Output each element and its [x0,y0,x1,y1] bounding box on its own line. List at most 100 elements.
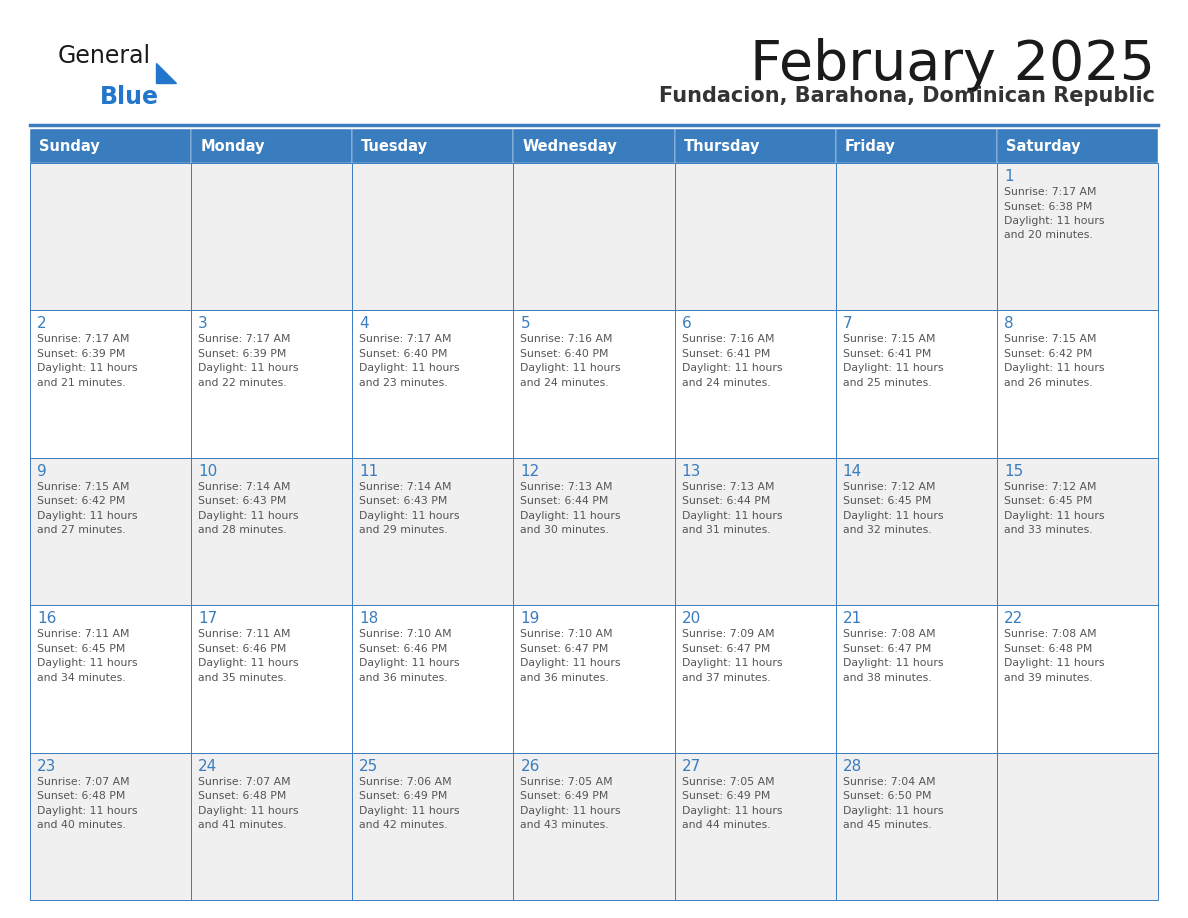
Text: 12: 12 [520,464,539,479]
Bar [675,163,835,310]
Bar [835,605,997,753]
Text: 14: 14 [842,464,862,479]
Text: and 23 minutes.: and 23 minutes. [359,378,448,388]
Text: Sunrise: 7:13 AM: Sunrise: 7:13 AM [520,482,613,492]
Text: and 25 minutes.: and 25 minutes. [842,378,931,388]
Text: Sunset: 6:42 PM: Sunset: 6:42 PM [1004,349,1092,359]
Bar [513,310,675,458]
Text: Sunset: 6:39 PM: Sunset: 6:39 PM [198,349,286,359]
Text: and 27 minutes.: and 27 minutes. [37,525,126,535]
Bar [513,163,675,310]
Bar [30,129,191,163]
Text: Sunday: Sunday [39,139,100,153]
Text: Sunrise: 7:12 AM: Sunrise: 7:12 AM [842,482,935,492]
Bar [353,605,513,753]
Text: Sunset: 6:48 PM: Sunset: 6:48 PM [37,791,126,801]
Bar [30,605,191,753]
Text: Daylight: 11 hours: Daylight: 11 hours [37,806,138,815]
Bar [835,310,997,458]
Text: and 29 minutes.: and 29 minutes. [359,525,448,535]
Text: Sunrise: 7:05 AM: Sunrise: 7:05 AM [682,777,775,787]
Text: Sunrise: 7:12 AM: Sunrise: 7:12 AM [1004,482,1097,492]
Bar [675,310,835,458]
Bar [997,605,1158,753]
Bar [835,753,997,900]
Text: 24: 24 [198,758,217,774]
Text: Daylight: 11 hours: Daylight: 11 hours [198,510,298,521]
Text: Blue: Blue [100,85,159,109]
Text: Saturday: Saturday [1006,139,1080,153]
Text: Sunrise: 7:11 AM: Sunrise: 7:11 AM [198,629,291,639]
Text: Sunrise: 7:10 AM: Sunrise: 7:10 AM [520,629,613,639]
Text: Tuesday: Tuesday [361,139,429,153]
Text: Sunrise: 7:08 AM: Sunrise: 7:08 AM [842,629,935,639]
Bar [675,129,835,163]
Text: 4: 4 [359,317,369,331]
Bar [353,458,513,605]
Text: Sunset: 6:48 PM: Sunset: 6:48 PM [198,791,286,801]
Text: Sunset: 6:41 PM: Sunset: 6:41 PM [682,349,770,359]
Text: Sunrise: 7:15 AM: Sunrise: 7:15 AM [37,482,129,492]
Text: and 30 minutes.: and 30 minutes. [520,525,609,535]
Text: Sunset: 6:42 PM: Sunset: 6:42 PM [37,497,126,507]
Text: Sunrise: 7:11 AM: Sunrise: 7:11 AM [37,629,129,639]
Text: and 26 minutes.: and 26 minutes. [1004,378,1093,388]
Bar [353,753,513,900]
Text: Daylight: 11 hours: Daylight: 11 hours [520,806,621,815]
Text: Sunrise: 7:09 AM: Sunrise: 7:09 AM [682,629,775,639]
Text: Sunset: 6:49 PM: Sunset: 6:49 PM [359,791,448,801]
Bar [191,163,353,310]
Bar [675,605,835,753]
Text: 11: 11 [359,464,379,479]
Text: and 21 minutes.: and 21 minutes. [37,378,126,388]
Text: 2: 2 [37,317,46,331]
Text: Sunrise: 7:13 AM: Sunrise: 7:13 AM [682,482,775,492]
Text: 5: 5 [520,317,530,331]
Text: 23: 23 [37,758,56,774]
Text: Sunset: 6:47 PM: Sunset: 6:47 PM [842,644,931,654]
Text: 20: 20 [682,611,701,626]
Text: 18: 18 [359,611,379,626]
Text: Daylight: 11 hours: Daylight: 11 hours [1004,216,1105,226]
Text: Sunrise: 7:17 AM: Sunrise: 7:17 AM [1004,187,1097,197]
Text: Daylight: 11 hours: Daylight: 11 hours [842,658,943,668]
Text: Sunset: 6:49 PM: Sunset: 6:49 PM [520,791,608,801]
Text: Sunrise: 7:16 AM: Sunrise: 7:16 AM [520,334,613,344]
Text: and 36 minutes.: and 36 minutes. [359,673,448,683]
Text: Sunset: 6:45 PM: Sunset: 6:45 PM [37,644,126,654]
Text: Sunrise: 7:05 AM: Sunrise: 7:05 AM [520,777,613,787]
Text: Sunrise: 7:14 AM: Sunrise: 7:14 AM [198,482,291,492]
Text: Sunset: 6:43 PM: Sunset: 6:43 PM [198,497,286,507]
Bar [513,753,675,900]
Polygon shape [156,63,176,83]
Bar [191,753,353,900]
Bar [997,753,1158,900]
Text: Daylight: 11 hours: Daylight: 11 hours [520,510,621,521]
Bar [191,605,353,753]
Text: Daylight: 11 hours: Daylight: 11 hours [37,364,138,374]
Text: Daylight: 11 hours: Daylight: 11 hours [842,510,943,521]
Bar [675,458,835,605]
Text: Sunrise: 7:08 AM: Sunrise: 7:08 AM [1004,629,1097,639]
Text: Sunset: 6:39 PM: Sunset: 6:39 PM [37,349,126,359]
Text: and 45 minutes.: and 45 minutes. [842,820,931,830]
Text: and 39 minutes.: and 39 minutes. [1004,673,1093,683]
Text: General: General [58,44,151,68]
Bar [353,310,513,458]
Bar [30,458,191,605]
Bar [997,310,1158,458]
Text: 21: 21 [842,611,862,626]
Text: and 37 minutes.: and 37 minutes. [682,673,770,683]
Text: Sunrise: 7:15 AM: Sunrise: 7:15 AM [1004,334,1097,344]
Text: Sunset: 6:47 PM: Sunset: 6:47 PM [682,644,770,654]
Text: 22: 22 [1004,611,1023,626]
Text: February 2025: February 2025 [750,38,1155,92]
Text: Daylight: 11 hours: Daylight: 11 hours [682,806,782,815]
Bar [997,129,1158,163]
Text: Daylight: 11 hours: Daylight: 11 hours [1004,364,1105,374]
Text: Daylight: 11 hours: Daylight: 11 hours [359,806,460,815]
Text: 9: 9 [37,464,46,479]
Text: Daylight: 11 hours: Daylight: 11 hours [359,658,460,668]
Text: and 43 minutes.: and 43 minutes. [520,820,609,830]
Text: Sunset: 6:44 PM: Sunset: 6:44 PM [520,497,608,507]
